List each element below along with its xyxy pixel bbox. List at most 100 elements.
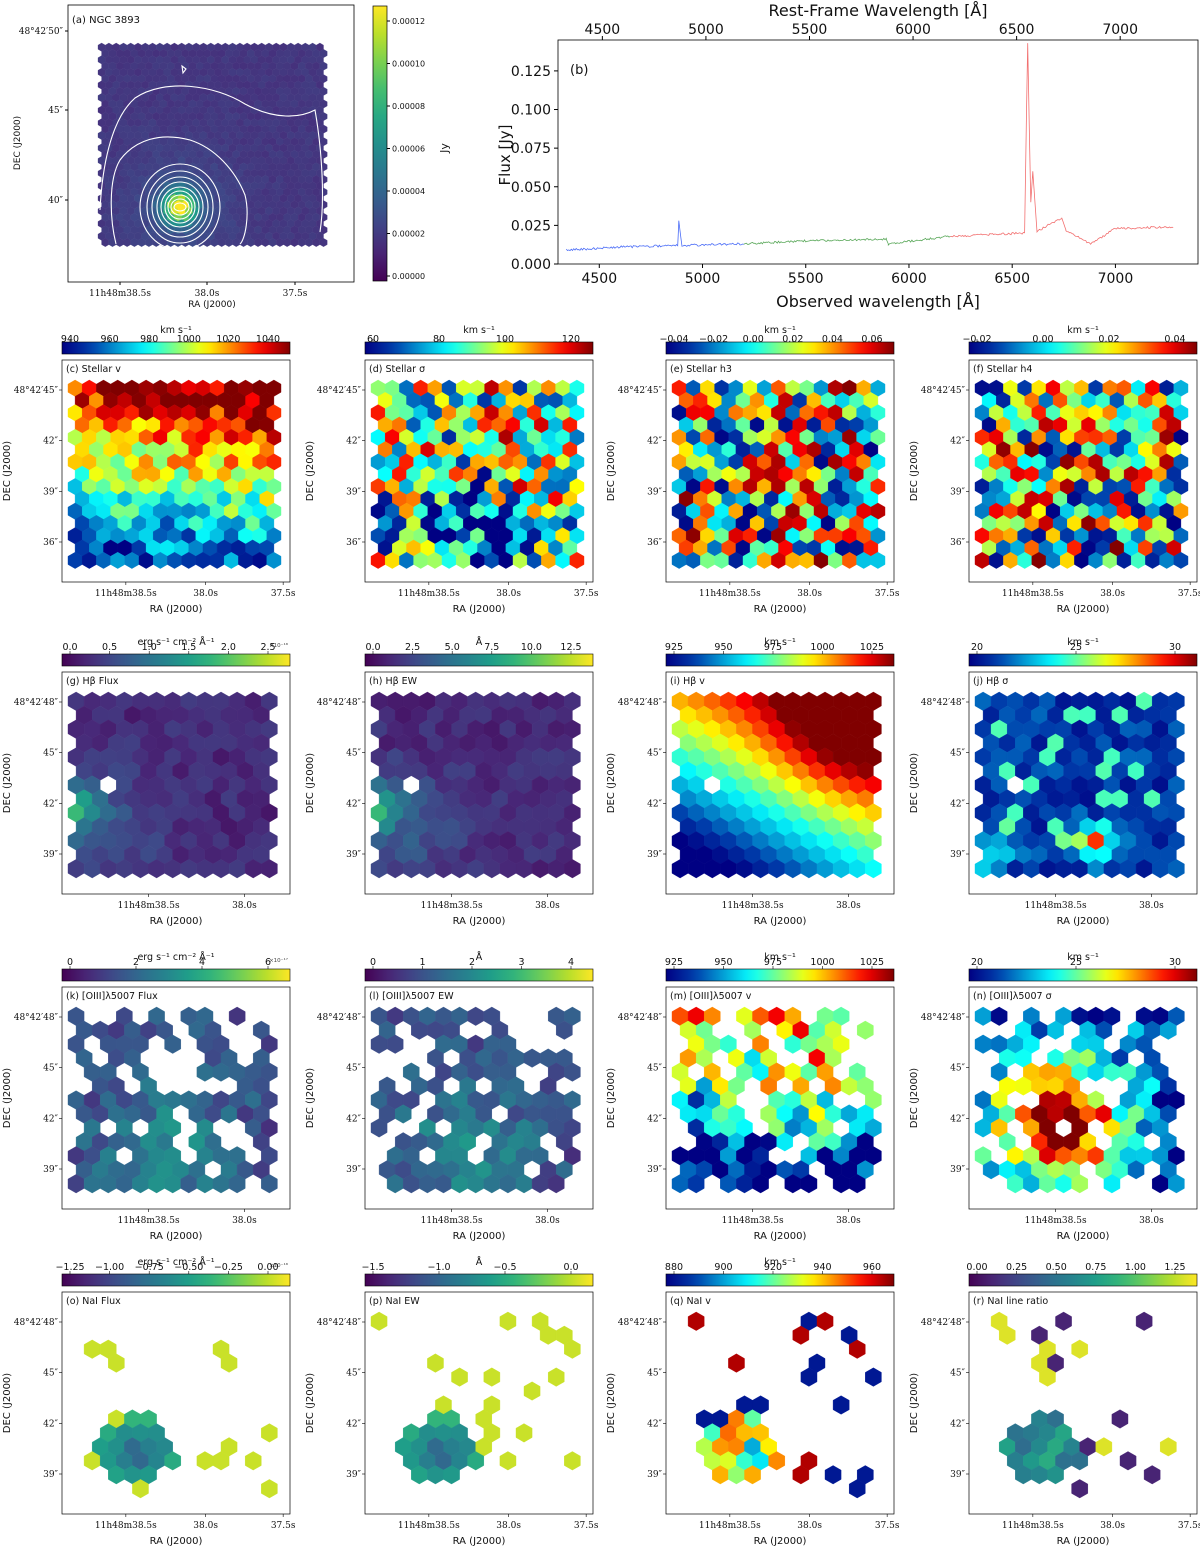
colorbar-tick-label: 0 xyxy=(67,957,73,968)
colorbar-tick-label: 950 xyxy=(714,957,732,968)
x-tick-label: 11h48m38.5s xyxy=(118,901,180,911)
colorbar-tick-label: 1000 xyxy=(810,642,834,653)
y-tick-label: 42″ xyxy=(43,1419,58,1429)
y-axis-label: DEC (J2000) xyxy=(2,441,13,501)
colorbar-tick-label: 0.0 xyxy=(62,642,77,653)
x-tick-label: 7000 xyxy=(1098,271,1134,287)
top-tick-label: 5000 xyxy=(688,22,724,38)
y-tick-label: 45″ xyxy=(43,1369,58,1379)
colorbar xyxy=(61,1273,291,1287)
panel-label: (k) [OIII]λ5007 Flux xyxy=(66,991,158,1002)
colorbar-tick-label: 0.00 xyxy=(743,334,764,345)
colorbar-tick-label: 0.50 xyxy=(1046,1262,1067,1273)
colorbar-tick-label: −1.0 xyxy=(427,1262,450,1273)
x-tick-label: 6500 xyxy=(994,271,1030,287)
panel-label: (p) NaI EW xyxy=(369,1296,420,1307)
panel-label: (h) Hβ EW xyxy=(369,676,418,687)
colorbar xyxy=(364,968,594,982)
y-tick-label: 42″ xyxy=(647,1419,662,1429)
panel-label: (q) NaI v xyxy=(670,1296,711,1307)
y-tick-label: 45″ xyxy=(647,749,662,759)
y-axis-label: DEC (J2000) xyxy=(909,1068,920,1128)
y-axis-label: DEC (J2000) xyxy=(305,1373,316,1433)
colorbar-tick-label: 0.04 xyxy=(822,334,843,345)
colorbar xyxy=(61,341,291,355)
colorbar xyxy=(968,341,1198,355)
x-tick-label: 38.0s xyxy=(797,1521,822,1531)
contour xyxy=(151,176,209,238)
panel-label: (c) Stellar v xyxy=(66,364,121,375)
y-tick-label: 45″ xyxy=(647,1064,662,1074)
y-tick-label: 42″ xyxy=(950,437,965,447)
y-tick-label: 45″ xyxy=(346,749,361,759)
y-tick-label: 42″ xyxy=(43,799,58,809)
x-tick-label: 11h48m38.5s xyxy=(1002,1521,1064,1531)
colorbar-tick-label: 0.5 xyxy=(102,642,117,653)
map-panel-15: 0.00 0.25 0.50 0.75 1.00 1.25 (r) NaI line rat… xyxy=(909,1262,1200,1547)
colorbar-tick-label: 0.00008 xyxy=(392,102,425,111)
colorbar-tick-label: −0.5 xyxy=(493,1262,516,1273)
contours xyxy=(99,64,324,251)
y-tick-label: 39″ xyxy=(346,850,361,860)
panel-label: (j) Hβ σ xyxy=(973,676,1008,687)
colorbar-tick-label: 0.00 xyxy=(966,1262,987,1273)
x-tick-label: 11h48m38.5s xyxy=(95,1521,157,1531)
x-axis-label: RA (J2000) xyxy=(1057,916,1110,927)
y-tick-label: 39″ xyxy=(647,1470,662,1480)
x-tick-label: 37.5s xyxy=(574,589,599,599)
y-tick-label: 42″ xyxy=(950,1114,965,1124)
colorbar xyxy=(968,1273,1198,1287)
x-tick-label: 11h48m38.5s xyxy=(421,901,483,911)
x-axis-label: RA (J2000) xyxy=(1057,604,1110,615)
colorbar-tick-label: 3 xyxy=(518,957,524,968)
x-axis-label: RA (J2000) xyxy=(754,604,807,615)
y-tick-label: 48°42′48″ xyxy=(921,1318,966,1328)
x-tick-label: 38.0s xyxy=(195,289,220,299)
x-tick-label: 37.5s xyxy=(1178,1521,1200,1531)
colorbar-tick-label: 10.0 xyxy=(521,642,542,653)
panel-label: (i) Hβ v xyxy=(670,676,705,687)
top-tick-label: 7000 xyxy=(1102,22,1138,38)
y-axis-label: DEC (J2000) xyxy=(305,441,316,501)
x-axis-label: RA (J2000) xyxy=(150,916,203,927)
colorbar xyxy=(364,653,594,667)
map-panel-8: erg s⁻¹ cm⁻² Å⁻¹ ×10⁻¹⁷0 2 4 6(k) [OIII]λ500… xyxy=(2,951,291,1242)
colorbar-tick-label: 1020 xyxy=(216,334,240,345)
x-axis-label: RA (J2000) xyxy=(150,1536,203,1547)
hex-map xyxy=(974,379,1189,569)
panel-label: (a) NGC 3893 xyxy=(72,15,140,26)
y-axis-label: DEC (J2000) xyxy=(909,753,920,813)
x-axis-label: RA (J2000) xyxy=(754,1231,807,1242)
y-axis-label: DEC (J2000) xyxy=(606,753,617,813)
y-tick-label: 48°42′48″ xyxy=(618,1318,663,1328)
y-tick-label: 40″ xyxy=(48,196,63,206)
contour xyxy=(167,194,193,220)
contour xyxy=(139,163,221,251)
colorbar xyxy=(665,653,895,667)
x-tick-label: 11h48m38.5s xyxy=(1025,901,1087,911)
y-tick-label: 39″ xyxy=(647,850,662,860)
x-tick-label: 37.5s xyxy=(271,589,296,599)
x-axis-label: RA (J2000) xyxy=(453,1536,506,1547)
x-tick-label: 38.0s xyxy=(1100,1521,1125,1531)
x-tick-label: 38.0s xyxy=(535,901,560,911)
colorbar-unit: Å xyxy=(476,636,483,648)
map-panel-2: km s⁻¹−0.04 −0.02 0.00 0.02 0.04 0.06(e) Stel… xyxy=(606,325,900,615)
x-tick-label: 37.5s xyxy=(271,1521,296,1531)
x-tick-label: 5500 xyxy=(788,271,824,287)
map-panel-7: km s⁻¹20 25 30(j) Hβ σ48°42′48″45″42″39″11… xyxy=(909,637,1198,927)
x-tick-label: 38.0s xyxy=(232,901,257,911)
colorbar-tick-label: 0.02 xyxy=(1098,334,1119,345)
colorbar-unit: km s⁻¹ xyxy=(463,325,495,336)
x-tick-label: 5000 xyxy=(685,271,721,287)
x-axis-label: RA (J2000) xyxy=(1057,1536,1110,1547)
colorbar xyxy=(61,968,291,982)
hex-map xyxy=(370,691,581,879)
colorbar-tick-label: 1 xyxy=(419,957,425,968)
x-axis-label: RA (J2000) xyxy=(453,604,506,615)
map-axes xyxy=(364,1291,594,1515)
x-tick-label: 11h48m38.5s xyxy=(398,1521,460,1531)
panel-label: (m) [OIII]λ5007 v xyxy=(670,991,752,1002)
y-tick-label: 48°42′48″ xyxy=(921,698,966,708)
colorbar-tick-label: 2 xyxy=(133,957,139,968)
